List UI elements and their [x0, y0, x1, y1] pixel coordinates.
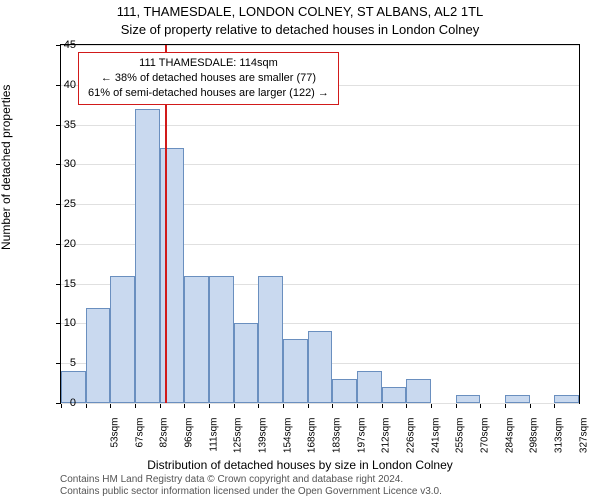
histogram-bar	[332, 379, 357, 403]
y-tick-label: 40	[46, 79, 76, 91]
histogram-bar	[135, 109, 160, 403]
x-tick	[184, 404, 185, 408]
x-tick	[332, 404, 333, 408]
histogram-bar	[209, 276, 234, 403]
footer-attribution: Contains HM Land Registry data © Crown c…	[60, 474, 442, 498]
y-tick-label: 25	[46, 198, 76, 210]
histogram-bar	[406, 379, 431, 403]
x-axis-label: Distribution of detached houses by size …	[0, 458, 600, 472]
y-tick-label: 10	[46, 317, 76, 329]
histogram-bar	[110, 276, 135, 403]
y-axis-label: Number of detached properties	[0, 85, 13, 250]
x-tick	[554, 404, 555, 408]
x-tick	[308, 404, 309, 408]
x-tick	[406, 404, 407, 408]
histogram-bar	[554, 395, 579, 403]
histogram-bar	[258, 276, 283, 403]
histogram-bar	[160, 148, 185, 403]
histogram-bar	[308, 331, 333, 403]
footer-line1: Contains HM Land Registry data © Crown c…	[60, 474, 442, 486]
x-tick	[160, 404, 161, 408]
x-tick	[110, 404, 111, 408]
y-tick-label: 20	[46, 238, 76, 250]
gridline	[61, 403, 579, 404]
gridline	[61, 45, 579, 46]
chart-title-sub: Size of property relative to detached ho…	[0, 22, 600, 37]
x-tick	[234, 404, 235, 408]
x-tick	[61, 404, 62, 408]
histogram-bar	[357, 371, 382, 403]
histogram-bar	[456, 395, 481, 403]
x-tick	[209, 404, 210, 408]
footer-line2: Contains public sector information licen…	[60, 486, 442, 498]
x-tick	[357, 404, 358, 408]
chart-title-main: 111, THAMESDALE, LONDON COLNEY, ST ALBAN…	[0, 4, 600, 19]
info-box-line1: 111 THAMESDALE: 114sqm	[88, 56, 329, 71]
y-tick-label: 30	[46, 158, 76, 170]
x-tick	[456, 404, 457, 408]
x-tick	[530, 404, 531, 408]
x-tick	[505, 404, 506, 408]
info-box: 111 THAMESDALE: 114sqm ← 38% of detached…	[78, 52, 339, 105]
histogram-bar	[234, 323, 259, 403]
histogram-bar	[86, 308, 111, 403]
info-box-line3: 61% of semi-detached houses are larger (…	[88, 86, 329, 101]
histogram-bar	[505, 395, 530, 403]
histogram-bar	[382, 387, 407, 403]
x-tick	[86, 404, 87, 408]
chart-container: 111, THAMESDALE, LONDON COLNEY, ST ALBAN…	[0, 0, 600, 500]
x-tick	[135, 404, 136, 408]
x-tick	[283, 404, 284, 408]
x-tick	[431, 404, 432, 408]
x-tick	[480, 404, 481, 408]
y-tick-label: 15	[46, 278, 76, 290]
info-box-line2: ← 38% of detached houses are smaller (77…	[88, 71, 329, 86]
y-tick-label: 35	[46, 119, 76, 131]
y-tick-label: 5	[46, 357, 76, 369]
x-tick	[258, 404, 259, 408]
x-tick	[382, 404, 383, 408]
y-tick-label: 45	[46, 39, 76, 51]
histogram-bar	[283, 339, 308, 403]
histogram-bar	[184, 276, 209, 403]
